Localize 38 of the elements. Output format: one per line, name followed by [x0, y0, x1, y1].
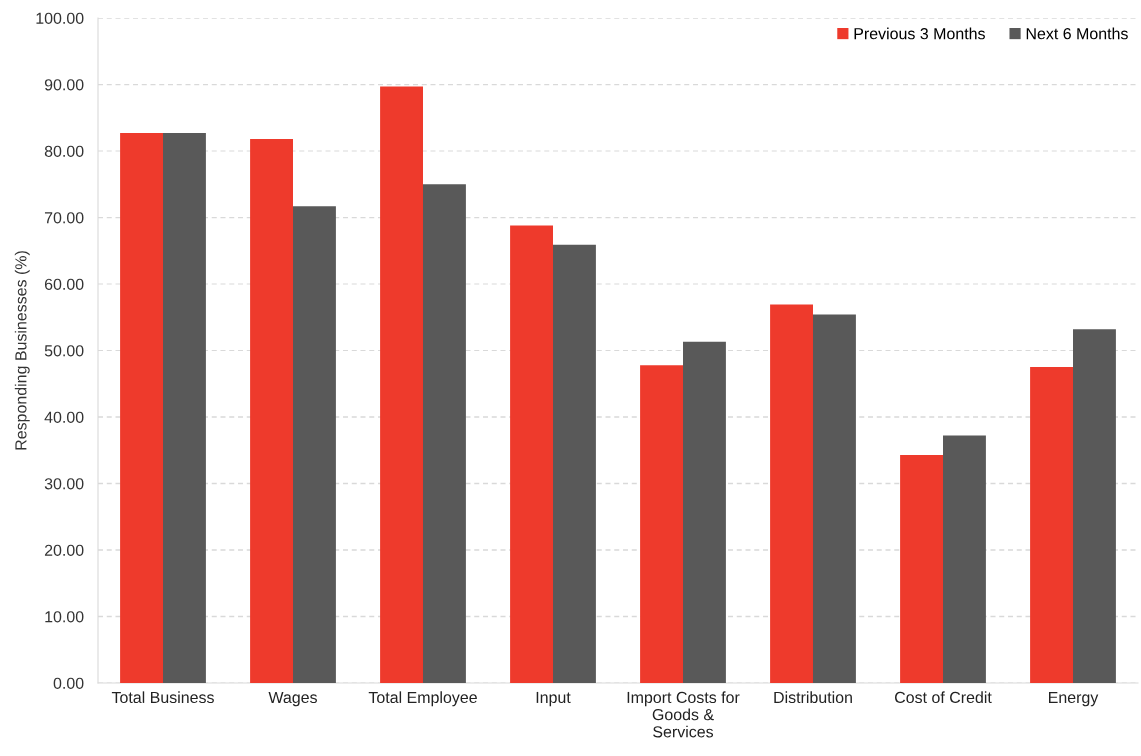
y-tick-label: 100.00 [36, 12, 84, 24]
x-tick-label: Energy [1049, 691, 1099, 707]
bar [813, 314, 856, 683]
bar [900, 454, 943, 683]
y-tick-label: 40.00 [44, 411, 84, 423]
y-tick-label: 20.00 [44, 544, 84, 556]
bar [943, 435, 986, 683]
x-tick-label: Total Employee [368, 691, 477, 707]
bar [250, 139, 293, 683]
bar [120, 133, 163, 683]
bar [553, 244, 596, 683]
legend-label: Previous 3 Months [854, 27, 985, 40]
x-tick-label: Wages [268, 691, 317, 707]
bar [1030, 367, 1073, 683]
y-tick-label: 70.00 [44, 212, 84, 224]
y-tick-label: 30.00 [44, 478, 84, 490]
bar [640, 365, 683, 683]
bar [293, 206, 336, 683]
y-tick-label: 50.00 [44, 345, 84, 357]
bar [683, 341, 726, 683]
y-axis-title: Responding Businesses (%) [14, 251, 30, 450]
y-tick-label: 60.00 [44, 278, 84, 290]
x-tick-label: Import Costs for Goods & Services [627, 691, 740, 738]
legend-label: Next 6 Months [1026, 27, 1128, 40]
bar [423, 184, 466, 683]
x-tick-label: Cost of Credit [894, 691, 992, 704]
bar [510, 225, 553, 683]
x-tick-label: Total Business [111, 691, 214, 704]
y-tick-label: 90.00 [44, 79, 84, 91]
x-tick-label: Distribution [774, 691, 852, 704]
bar [163, 133, 206, 683]
y-tick-label: 0.00 [53, 677, 84, 689]
bar [1073, 329, 1116, 683]
x-tick-label: Input [536, 691, 571, 707]
y-tick-label: 80.00 [44, 145, 84, 157]
bar [770, 304, 813, 683]
y-tick-label: 10.00 [45, 611, 84, 623]
bar [380, 86, 423, 683]
